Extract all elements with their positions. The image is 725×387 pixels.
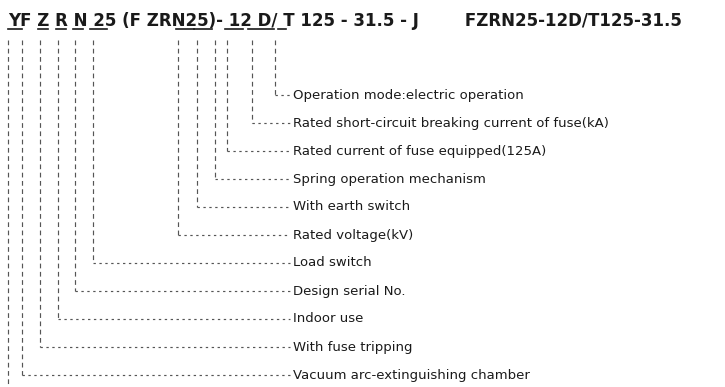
Text: Design serial No.: Design serial No.: [293, 284, 405, 298]
Text: Spring operation mechanism: Spring operation mechanism: [293, 173, 486, 185]
Text: YF Z R N 25 (F ZRN25)- 12 D/ T 125 - 31.5 - J        FZRN25-12D/T125-31.5: YF Z R N 25 (F ZRN25)- 12 D/ T 125 - 31.…: [8, 12, 682, 30]
Text: Rated voltage(kV): Rated voltage(kV): [293, 228, 413, 241]
Text: With earth switch: With earth switch: [293, 200, 410, 214]
Text: Rated short-circuit breaking current of fuse(kA): Rated short-circuit breaking current of …: [293, 116, 609, 130]
Text: Load switch: Load switch: [293, 257, 372, 269]
Text: Operation mode:electric operation: Operation mode:electric operation: [293, 89, 523, 101]
Text: Indoor use: Indoor use: [293, 312, 363, 325]
Text: Vacuum arc-extinguishing chamber: Vacuum arc-extinguishing chamber: [293, 368, 530, 382]
Text: Rated current of fuse equipped(125A): Rated current of fuse equipped(125A): [293, 144, 546, 158]
Text: With fuse tripping: With fuse tripping: [293, 341, 413, 353]
